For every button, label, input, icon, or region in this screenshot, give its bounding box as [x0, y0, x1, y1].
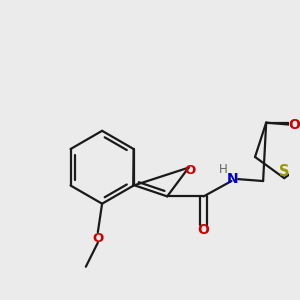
- Text: O: O: [92, 232, 103, 245]
- Text: S: S: [279, 164, 290, 179]
- Text: O: O: [198, 223, 210, 237]
- Text: H: H: [218, 163, 227, 176]
- Text: O: O: [184, 164, 195, 177]
- Text: O: O: [289, 118, 300, 132]
- Text: N: N: [226, 172, 238, 186]
